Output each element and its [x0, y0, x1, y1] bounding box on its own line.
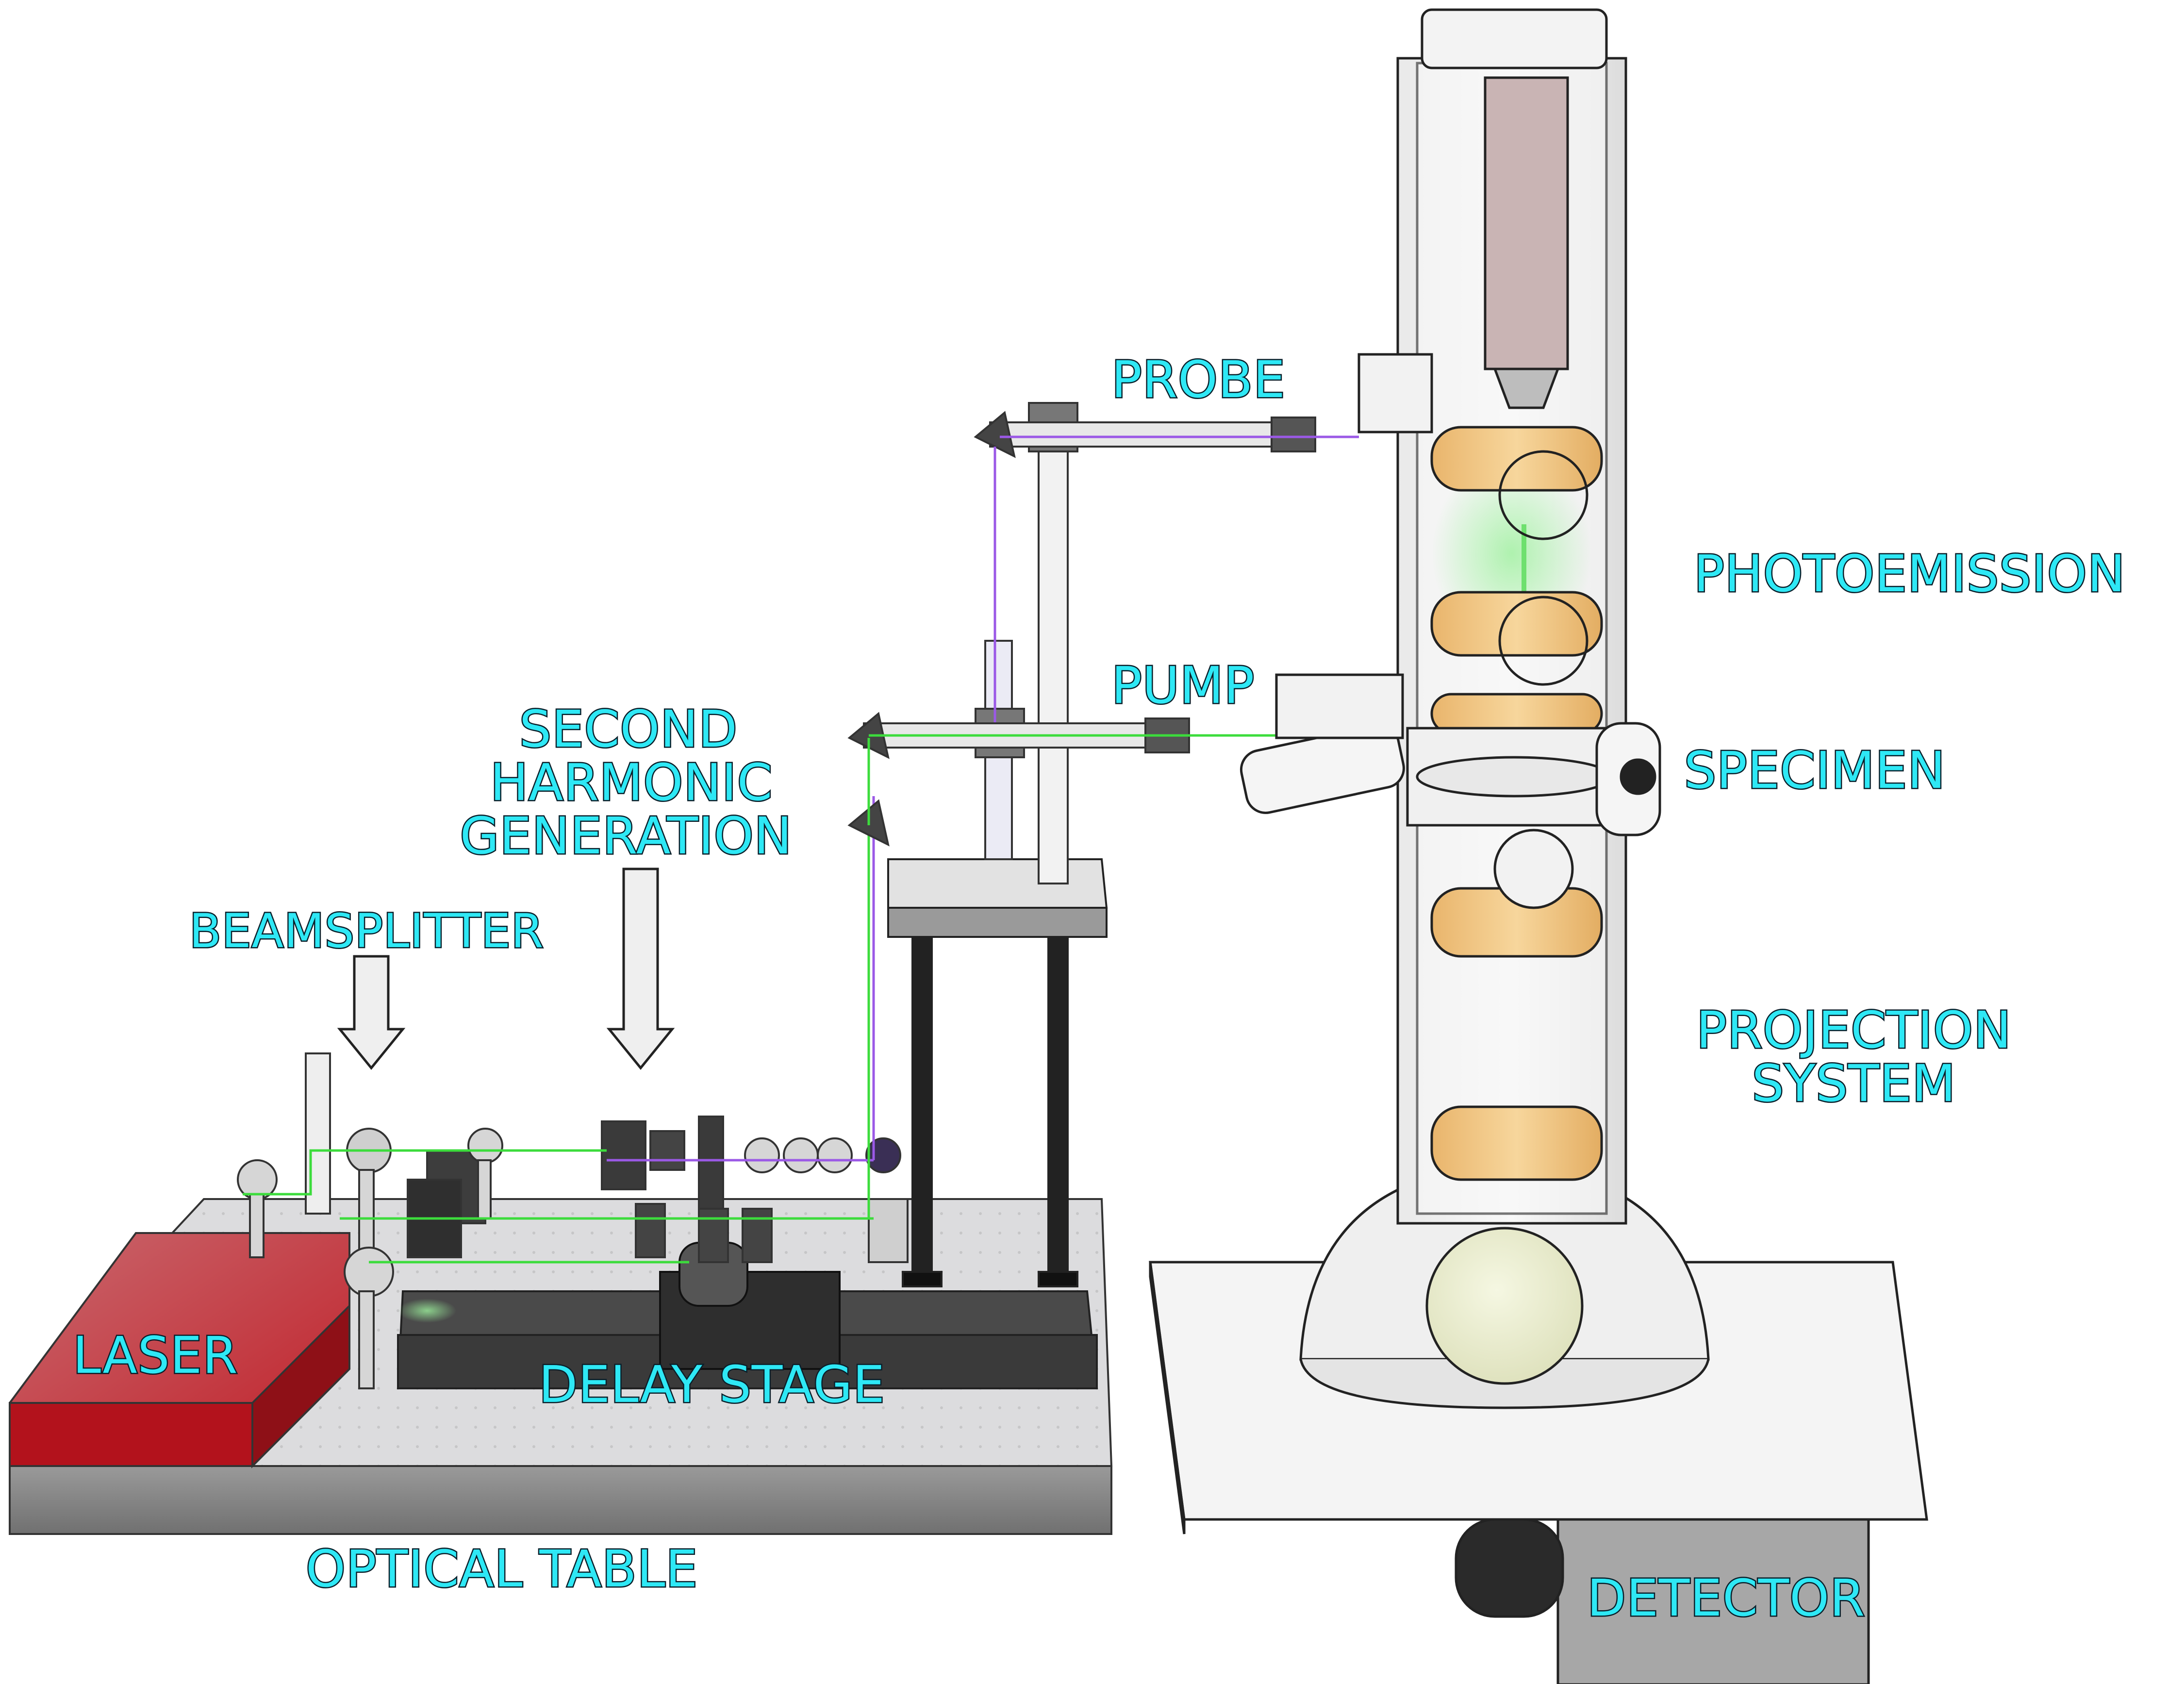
- label-specimen: SPECIMEN: [1683, 741, 1947, 800]
- label-delay-stage: DELAY STAGE: [538, 1355, 886, 1414]
- label-shg-line3: GENERATION: [459, 806, 793, 866]
- label-optical-table: OPTICAL TABLE: [304, 1539, 698, 1599]
- laser-unit: [9, 1232, 350, 1468]
- label-laser: LASER: [71, 1326, 238, 1385]
- label-shg-line2: HARMONIC: [489, 753, 774, 812]
- pointer-arrows: [337, 867, 675, 1070]
- optics-mounts: [237, 1052, 909, 1389]
- probe-arm: [974, 411, 1359, 728]
- table-beams: [243, 796, 875, 1264]
- label-detector: DETECTOR: [1586, 1568, 1866, 1628]
- label-photoemission: PHOTOEMISSION: [1693, 544, 2127, 603]
- delay-stage: [397, 1242, 1098, 1389]
- periscope-posts: [975, 402, 1078, 884]
- label-shg-line1: SECOND: [518, 700, 739, 759]
- microscope-column: [1149, 8, 1928, 1684]
- label-projection-line1: PROJECTION: [1695, 1000, 2013, 1060]
- label-beamsplitter: BEAMSPLITTER: [188, 904, 545, 958]
- pump-arm: [847, 712, 1281, 847]
- label-probe: PROBE: [1110, 350, 1287, 409]
- beamsplitter-arrow: [337, 955, 406, 1070]
- shg-arrow: [606, 867, 675, 1070]
- label-projection-line2: SYSTEM: [1751, 1054, 1957, 1113]
- label-pump: PUMP: [1110, 656, 1255, 715]
